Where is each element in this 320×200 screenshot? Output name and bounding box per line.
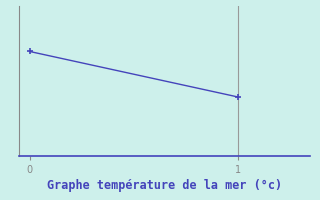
X-axis label: Graphe température de la mer (°c): Graphe température de la mer (°c) [47,179,282,192]
